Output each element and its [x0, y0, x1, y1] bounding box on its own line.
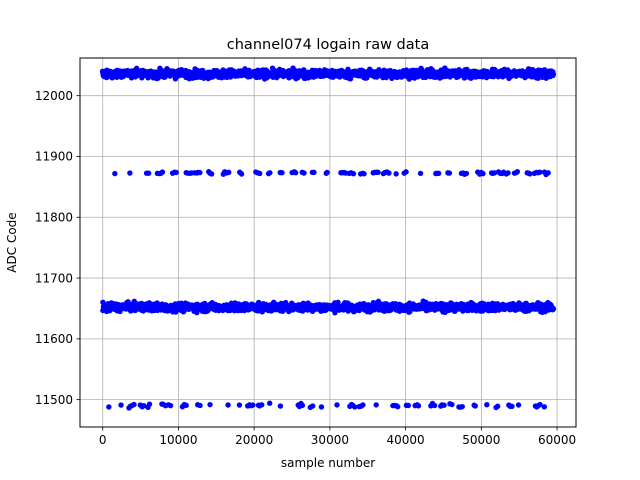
data-point	[360, 402, 366, 408]
y-tick-label: 12000	[35, 89, 73, 103]
axis-ticks: 0 10000 20000 30000 40000 50000 60000 11500 1160…	[35, 89, 576, 447]
data-point	[449, 401, 455, 408]
data-point	[183, 402, 189, 409]
data-point	[145, 170, 152, 176]
data-point	[267, 170, 273, 176]
data-point	[250, 402, 256, 408]
data-points	[99, 65, 557, 411]
data-point	[277, 403, 284, 409]
y-tick-label: 11600	[35, 332, 73, 346]
data-point	[112, 170, 118, 177]
data-point	[527, 171, 533, 177]
data-point	[361, 171, 367, 177]
y-tick-label: 11500	[35, 393, 73, 407]
data-point	[386, 170, 392, 176]
data-point	[415, 403, 422, 409]
x-tick-label: 30000	[311, 433, 349, 447]
data-point	[106, 404, 112, 410]
data-point	[537, 401, 543, 408]
y-axis-label: ADC Code	[5, 212, 19, 272]
data-point	[352, 404, 358, 410]
data-point	[309, 403, 316, 409]
data-point	[257, 170, 263, 177]
data-point	[494, 403, 501, 409]
data-point	[301, 170, 307, 176]
data-point	[324, 169, 330, 176]
x-axis-label: sample number	[281, 456, 375, 470]
data-point	[484, 401, 490, 408]
data-point	[431, 402, 438, 409]
data-point	[318, 404, 325, 410]
data-point	[131, 401, 137, 408]
chart-title: channel074 logain raw data	[227, 37, 429, 53]
data-point	[541, 404, 548, 410]
data-point	[550, 306, 557, 312]
data-point	[394, 404, 401, 410]
data-point	[350, 170, 357, 177]
data-point	[550, 71, 557, 77]
data-point	[236, 402, 243, 408]
data-point	[173, 169, 179, 176]
grid	[80, 58, 576, 427]
data-point	[259, 402, 265, 408]
data-point	[207, 401, 213, 408]
data-point	[167, 402, 174, 409]
data-point	[375, 169, 381, 175]
data-point	[514, 168, 521, 175]
data-point	[197, 169, 203, 176]
data-point	[118, 402, 124, 408]
data-point	[279, 170, 285, 176]
data-point	[127, 170, 133, 176]
data-point	[311, 169, 317, 176]
data-point	[459, 403, 465, 410]
data-point	[545, 170, 551, 176]
data-point	[238, 171, 245, 177]
data-point	[299, 402, 306, 409]
data-point	[515, 402, 522, 408]
y-tick-label: 11700	[35, 271, 73, 285]
data-point	[491, 170, 498, 176]
data-point	[446, 170, 453, 176]
data-point	[537, 169, 543, 175]
data-point	[335, 299, 341, 306]
data-point	[267, 400, 273, 406]
x-tick-label: 50000	[462, 433, 500, 447]
data-point	[403, 169, 409, 175]
x-tick-label: 0	[99, 433, 107, 447]
data-point	[441, 402, 447, 408]
x-tick-label: 10000	[159, 433, 197, 447]
y-tick-label: 11900	[35, 150, 73, 164]
data-point	[225, 402, 231, 408]
x-tick-label: 60000	[538, 433, 576, 447]
data-point	[226, 169, 232, 176]
data-point	[373, 402, 379, 408]
data-point	[159, 169, 166, 175]
data-point	[393, 171, 399, 177]
y-tick-label: 11800	[35, 210, 73, 224]
data-point	[417, 170, 424, 177]
data-point	[146, 401, 153, 407]
data-point	[197, 402, 203, 409]
plot-area-frame	[79, 57, 577, 428]
data-point	[472, 403, 478, 409]
data-point	[405, 402, 411, 409]
data-point	[292, 169, 299, 176]
x-tick-label: 20000	[235, 433, 273, 447]
data-point	[509, 403, 515, 410]
data-point	[463, 170, 470, 177]
data-point	[435, 170, 442, 176]
data-point	[480, 170, 486, 177]
x-tick-label: 40000	[387, 433, 425, 447]
data-point	[334, 402, 340, 408]
data-point	[208, 171, 215, 177]
data-point	[505, 170, 511, 176]
data-point	[141, 403, 147, 409]
